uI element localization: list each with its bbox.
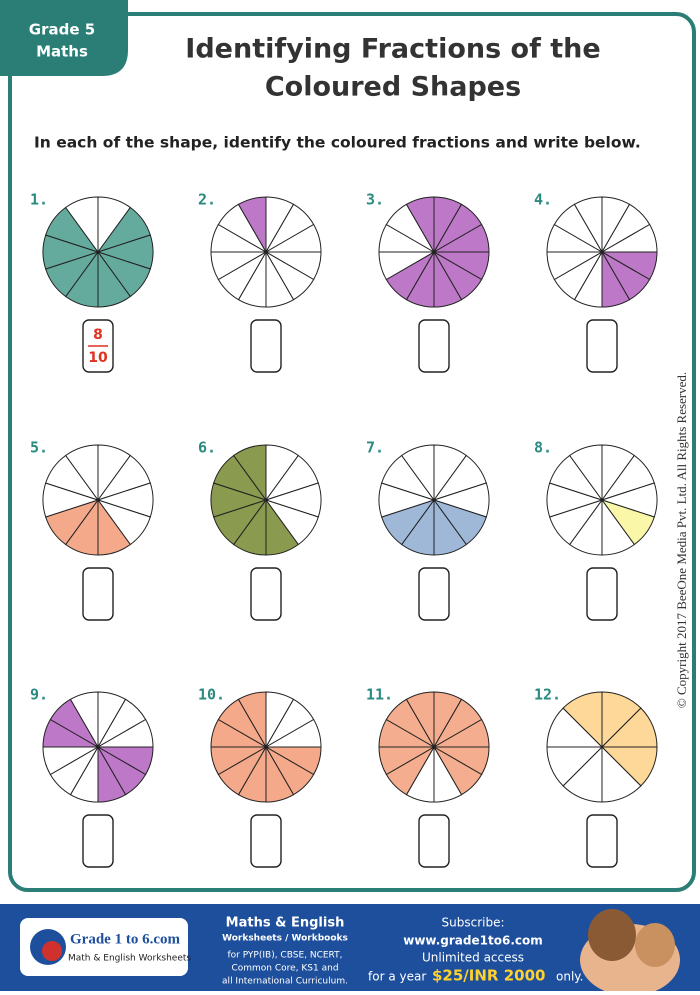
- footer-line: all International Curriculum.: [222, 977, 348, 987]
- pie-slice: [69, 691, 99, 749]
- answer-box: [586, 567, 618, 621]
- subscribe-url: www.grade1to6.com: [403, 934, 542, 948]
- subscribe-access: Unlimited access: [422, 951, 524, 965]
- promo-photo: [588, 909, 636, 961]
- pie-slice: [405, 691, 435, 749]
- problem-number: 9.: [30, 686, 48, 704]
- price-suffix: only.: [556, 970, 584, 984]
- answer-box: [418, 567, 450, 621]
- promo-photo: [635, 923, 675, 967]
- answer-box: [418, 319, 450, 373]
- title: Coloured Shapes: [265, 72, 521, 103]
- answer-box: [418, 814, 450, 868]
- problem-number: 12.: [534, 686, 561, 704]
- answer-box: [250, 319, 282, 373]
- problem-number: 10.: [198, 686, 225, 704]
- price: $25/INR 2000: [432, 967, 545, 985]
- subscribe-heading: Subscribe:: [442, 916, 505, 930]
- pie-slice: [64, 196, 99, 254]
- problem-number: 2.: [198, 191, 216, 209]
- copyright: © Copyright 2017 BeeOne Media Pvt. Ltd. …: [674, 372, 689, 708]
- problem-grid: 1. 8 10 2. 3. 4. 5. 6. 7. 8. 9. 10. 11. 12.: [30, 191, 658, 868]
- pie-slice: [562, 691, 603, 749]
- answer-box: [586, 319, 618, 373]
- answer-denominator: 10: [88, 350, 108, 366]
- footer-line: for PYP(IB), CBSE, NCERT,: [227, 951, 342, 961]
- problem-number: 5.: [30, 439, 48, 457]
- problem-number: 11.: [366, 686, 393, 704]
- answer-box: [586, 814, 618, 868]
- problem-number: 8.: [534, 439, 552, 457]
- answer-box: [82, 814, 114, 868]
- answer-box: [250, 567, 282, 621]
- problem-number: 7.: [366, 439, 384, 457]
- footer-line: Common Core, KS1 and: [231, 964, 338, 974]
- subject-text: Maths: [36, 43, 88, 61]
- answer-box: [82, 567, 114, 621]
- answer-numerator: 8: [93, 327, 103, 343]
- pie-slice: [237, 691, 267, 749]
- pie-slice: [400, 444, 435, 502]
- pie-slice: [405, 196, 435, 254]
- footer-subheading: Worksheets / Workbooks: [222, 934, 348, 944]
- pie-slice: [237, 196, 267, 254]
- problem-number: 3.: [366, 191, 384, 209]
- pie-slice: [64, 444, 99, 502]
- logo-name: Grade 1 to 6.com: [70, 931, 180, 947]
- instruction: In each of the shape, identify the colou…: [34, 134, 641, 152]
- answer-box: [250, 814, 282, 868]
- price-prefix: for a year: [368, 970, 426, 984]
- pie-slice: [568, 444, 603, 502]
- pie-slice: [232, 444, 267, 502]
- title: Identifying Fractions of the: [185, 34, 600, 65]
- page-border: [8, 12, 696, 892]
- pie-slice: [573, 196, 603, 254]
- grade-tab: [0, 0, 128, 76]
- logo-box: [20, 918, 188, 976]
- problem-number: 6.: [198, 439, 216, 457]
- logo-tagline: Math & English Worksheets: [68, 954, 191, 964]
- problem-number: 1.: [30, 191, 48, 209]
- problem-number: 4.: [534, 191, 552, 209]
- logo-icon: [42, 941, 62, 961]
- footer-heading: Maths & English: [226, 916, 345, 931]
- grade-text: Grade 5: [29, 21, 95, 39]
